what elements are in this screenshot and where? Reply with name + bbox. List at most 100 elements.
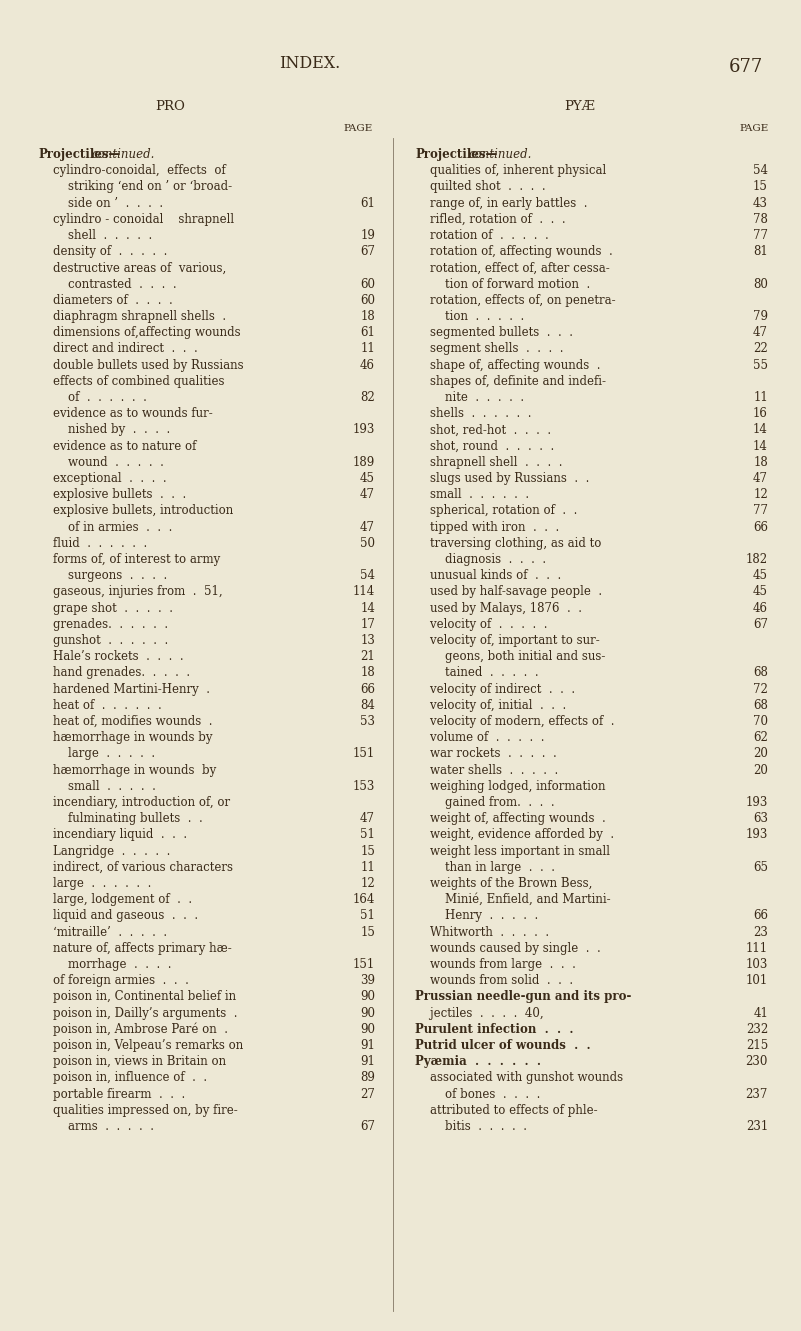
Text: tained  .  .  .  .  .: tained . . . . . (415, 667, 538, 679)
Text: used by Malays, 1876  .  .: used by Malays, 1876 . . (415, 602, 582, 615)
Text: jectiles  .  .  .  .  40,: jectiles . . . . 40, (415, 1006, 544, 1020)
Text: poison in, influence of  .  .: poison in, influence of . . (38, 1071, 207, 1085)
Text: 66: 66 (753, 520, 768, 534)
Text: Langridge  .  .  .  .  .: Langridge . . . . . (38, 845, 171, 857)
Text: PAGE: PAGE (344, 124, 373, 133)
Text: 65: 65 (753, 861, 768, 873)
Text: of foreign armies  .  .  .: of foreign armies . . . (38, 974, 189, 988)
Text: 90: 90 (360, 1006, 375, 1020)
Text: 90: 90 (360, 990, 375, 1004)
Text: gained from.  .  .  .: gained from. . . . (415, 796, 554, 809)
Text: qualities impressed on, by fire-: qualities impressed on, by fire- (38, 1103, 238, 1117)
Text: heat of  .  .  .  .  .  .: heat of . . . . . . (38, 699, 162, 712)
Text: tion of forward motion  .: tion of forward motion . (415, 278, 590, 290)
Text: 66: 66 (753, 909, 768, 922)
Text: indirect, of various characters: indirect, of various characters (38, 861, 233, 873)
Text: PAGE: PAGE (740, 124, 769, 133)
Text: Projectiles—: Projectiles— (415, 148, 497, 161)
Text: 22: 22 (753, 342, 768, 355)
Text: 79: 79 (753, 310, 768, 323)
Text: 66: 66 (360, 683, 375, 696)
Text: hardened Martini-Henry  .: hardened Martini-Henry . (38, 683, 210, 696)
Text: 46: 46 (360, 358, 375, 371)
Text: destructive areas of  various,: destructive areas of various, (38, 261, 226, 274)
Text: shrapnell shell  .  .  .  .: shrapnell shell . . . . (415, 455, 562, 469)
Text: diaphragm shrapnell shells  .: diaphragm shrapnell shells . (38, 310, 226, 323)
Text: 677: 677 (729, 59, 763, 76)
Text: 237: 237 (746, 1087, 768, 1101)
Text: 231: 231 (746, 1119, 768, 1133)
Text: incendiary liquid  .  .  .: incendiary liquid . . . (38, 828, 187, 841)
Text: weights of the Brown Bess,: weights of the Brown Bess, (415, 877, 593, 890)
Text: 11: 11 (360, 861, 375, 873)
Text: nite  .  .  .  .  .: nite . . . . . (415, 391, 524, 405)
Text: 51: 51 (360, 909, 375, 922)
Text: 60: 60 (360, 294, 375, 307)
Text: shape of, affecting wounds  .: shape of, affecting wounds . (415, 358, 601, 371)
Text: hæmorrhage in wounds by: hæmorrhage in wounds by (38, 731, 212, 744)
Text: 45: 45 (753, 570, 768, 582)
Text: 82: 82 (360, 391, 375, 405)
Text: continued.: continued. (91, 148, 155, 161)
Text: associated with gunshot wounds: associated with gunshot wounds (415, 1071, 623, 1085)
Text: 41: 41 (753, 1006, 768, 1020)
Text: 70: 70 (753, 715, 768, 728)
Text: attributed to effects of phle-: attributed to effects of phle- (415, 1103, 598, 1117)
Text: large  .  .  .  .  .  .: large . . . . . . (38, 877, 151, 890)
Text: 90: 90 (360, 1022, 375, 1036)
Text: PRO: PRO (155, 100, 185, 113)
Text: morrhage  .  .  .  .: morrhage . . . . (38, 958, 171, 972)
Text: 182: 182 (746, 552, 768, 566)
Text: 50: 50 (360, 536, 375, 550)
Text: water shells  .  .  .  .  .: water shells . . . . . (415, 764, 558, 776)
Text: 193: 193 (746, 828, 768, 841)
Text: 20: 20 (753, 748, 768, 760)
Text: rifled, rotation of  .  .  .: rifled, rotation of . . . (415, 213, 566, 226)
Text: 103: 103 (746, 958, 768, 972)
Text: 19: 19 (360, 229, 375, 242)
Text: diagnosis  .  .  .  .: diagnosis . . . . (415, 552, 546, 566)
Text: 47: 47 (360, 520, 375, 534)
Text: wounds caused by single  .  .: wounds caused by single . . (415, 942, 601, 954)
Text: poison in, views in Britain on: poison in, views in Britain on (38, 1055, 226, 1069)
Text: velocity of, important to sur-: velocity of, important to sur- (415, 634, 600, 647)
Text: explosive bullets, introduction: explosive bullets, introduction (38, 504, 233, 518)
Text: velocity of  .  .  .  .  .: velocity of . . . . . (415, 618, 548, 631)
Text: 11: 11 (753, 391, 768, 405)
Text: poison in, Dailly’s arguments  .: poison in, Dailly’s arguments . (38, 1006, 238, 1020)
Text: 46: 46 (753, 602, 768, 615)
Text: gaseous, injuries from  .  51,: gaseous, injuries from . 51, (38, 586, 223, 599)
Text: 51: 51 (360, 828, 375, 841)
Text: 78: 78 (753, 213, 768, 226)
Text: shot, red-hot  .  .  .  .: shot, red-hot . . . . (415, 423, 551, 437)
Text: contrasted  .  .  .  .: contrasted . . . . (38, 278, 177, 290)
Text: weighing lodged, information: weighing lodged, information (415, 780, 606, 793)
Text: 193: 193 (746, 796, 768, 809)
Text: geons, both initial and sus-: geons, both initial and sus- (415, 651, 606, 663)
Text: poison in, Ambrose Paré on  .: poison in, Ambrose Paré on . (38, 1022, 228, 1037)
Text: 54: 54 (360, 570, 375, 582)
Text: 18: 18 (753, 455, 768, 469)
Text: of bones  .  .  .  .: of bones . . . . (415, 1087, 541, 1101)
Text: rotation, effects of, on penetra-: rotation, effects of, on penetra- (415, 294, 616, 307)
Text: 81: 81 (753, 245, 768, 258)
Text: 14: 14 (753, 439, 768, 453)
Text: incendiary, introduction of, or: incendiary, introduction of, or (38, 796, 230, 809)
Text: weight, evidence afforded by  .: weight, evidence afforded by . (415, 828, 614, 841)
Text: tipped with iron  .  .  .: tipped with iron . . . (415, 520, 559, 534)
Text: portable firearm  .  .  .: portable firearm . . . (38, 1087, 185, 1101)
Text: striking ‘end on ’ or ‘broad-: striking ‘end on ’ or ‘broad- (38, 181, 232, 193)
Text: slugs used by Russians  .  .: slugs used by Russians . . (415, 473, 590, 484)
Text: fluid  .  .  .  .  .  .: fluid . . . . . . (38, 536, 147, 550)
Text: 15: 15 (753, 181, 768, 193)
Text: 12: 12 (753, 488, 768, 502)
Text: 54: 54 (753, 164, 768, 177)
Text: bitis  .  .  .  .  .: bitis . . . . . (415, 1119, 527, 1133)
Text: Minié, Enfield, and Martini-: Minié, Enfield, and Martini- (415, 893, 610, 906)
Text: 21: 21 (360, 651, 375, 663)
Text: 77: 77 (753, 229, 768, 242)
Text: gunshot  .  .  .  .  .  .: gunshot . . . . . . (38, 634, 168, 647)
Text: side on ’  .  .  .  .: side on ’ . . . . (38, 197, 163, 209)
Text: 91: 91 (360, 1040, 375, 1051)
Text: wounds from large  .  .  .: wounds from large . . . (415, 958, 576, 972)
